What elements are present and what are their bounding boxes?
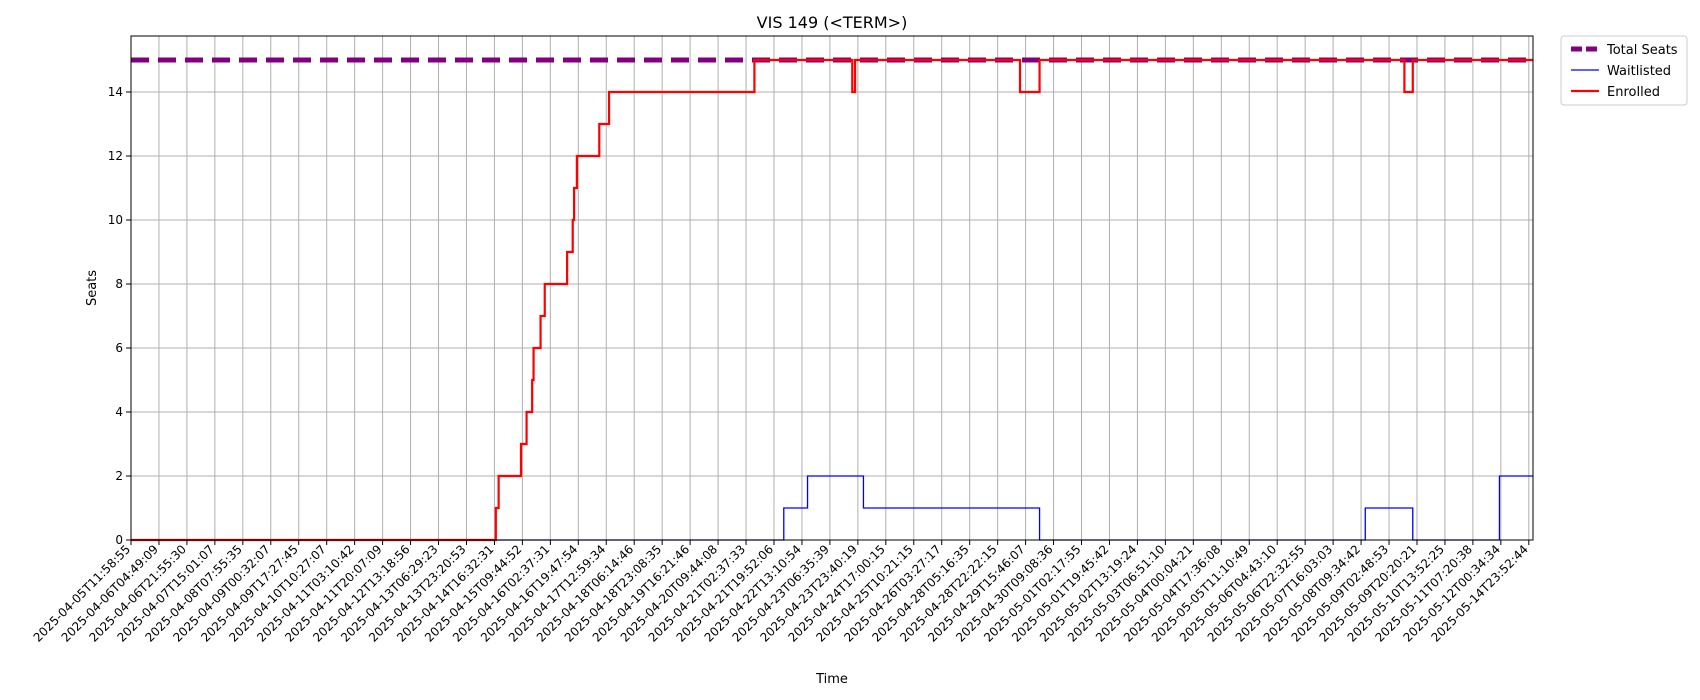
y-tick-label: 0 bbox=[115, 533, 123, 547]
y-tick-label: 6 bbox=[115, 341, 123, 355]
legend-label-total-seats: Total Seats bbox=[1606, 43, 1678, 58]
y-tick-label: 8 bbox=[115, 277, 123, 291]
y-tick-label: 4 bbox=[115, 405, 123, 419]
legend-box bbox=[1560, 35, 1688, 106]
legend-label-enrolled: Enrolled bbox=[1607, 85, 1660, 100]
y-tick-label: 2 bbox=[115, 469, 123, 483]
series-line-enrolled bbox=[131, 58, 1533, 542]
grid-layer bbox=[130, 36, 1533, 541]
chart-title: VIS 149 (<TERM>) bbox=[757, 13, 908, 32]
y-tick-label: 14 bbox=[108, 85, 123, 99]
legend-label-waitlisted: Waitlisted bbox=[1607, 64, 1671, 79]
axes-layer bbox=[130, 35, 1534, 541]
series-layer bbox=[131, 57, 1533, 542]
y-tick-label: 10 bbox=[108, 213, 123, 227]
x-tick-layer: 2025-04-05T11:58:552025-04-06T04:49:0920… bbox=[31, 540, 1531, 645]
plot-frame bbox=[130, 35, 1534, 541]
legend: Total Seats Waitlisted Enrolled bbox=[1560, 35, 1688, 106]
y-tick-layer: 0 2 4 6 8 10 12 14 bbox=[108, 85, 131, 547]
series-line-waitlisted bbox=[131, 475, 1533, 541]
y-tick-label: 12 bbox=[108, 149, 123, 163]
y-axis-label: Seats bbox=[85, 270, 100, 306]
x-axis-label: Time bbox=[815, 672, 848, 687]
